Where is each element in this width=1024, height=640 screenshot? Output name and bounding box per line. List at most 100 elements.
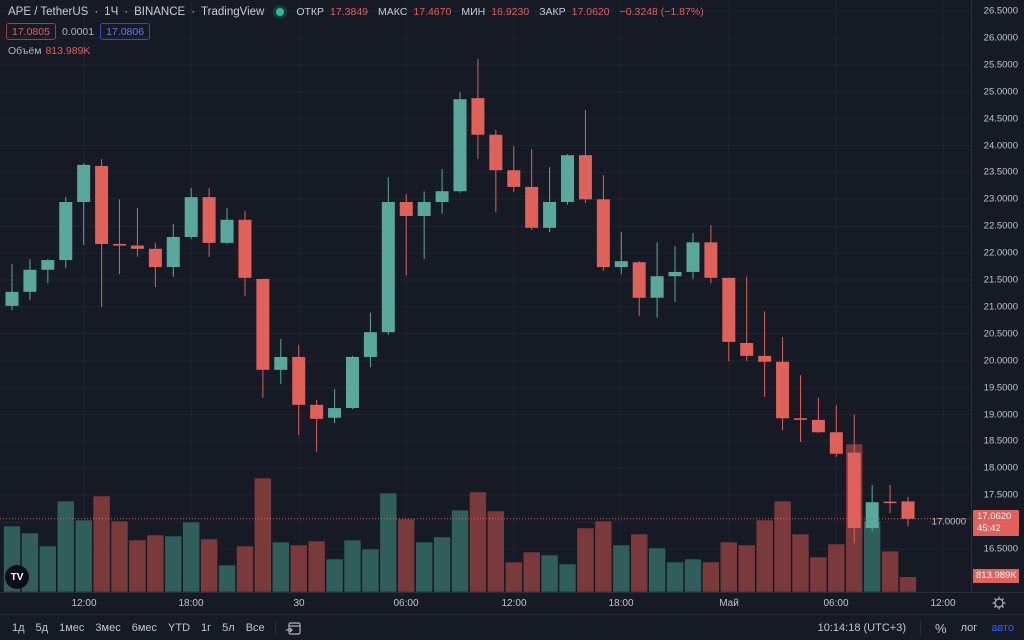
interval[interactable]: 1Ч <box>104 6 119 18</box>
volume-bar <box>755 519 774 592</box>
price-tick-label: 22.5000 <box>983 220 1018 232</box>
open-label: ОТКР <box>296 6 325 18</box>
candle-body <box>453 99 467 192</box>
candle-body <box>345 356 359 409</box>
candle-body <box>829 432 843 454</box>
price-tick-label: 20.5000 <box>983 328 1018 340</box>
time-tick-label: 18:00 <box>178 598 204 609</box>
volume-bar <box>899 576 917 592</box>
candle-body <box>578 155 592 200</box>
volume-label: Объём <box>8 45 42 57</box>
time-tick-label: Май <box>719 598 739 609</box>
volume-bar <box>773 500 792 592</box>
candle-body <box>59 201 73 261</box>
candle-body <box>381 201 395 333</box>
change-value: −0.3248 (−1.87%) <box>619 6 704 18</box>
candle-body <box>363 332 377 357</box>
candle-body <box>686 242 700 272</box>
price-tick-label: 19.5000 <box>983 382 1018 394</box>
candle-body <box>95 165 109 244</box>
candle-body <box>166 236 180 268</box>
volume-bar <box>576 527 595 592</box>
close-value: 17.0620 <box>571 6 610 18</box>
goto-date-calendar-icon[interactable] <box>285 621 302 635</box>
tradingview-logo[interactable]: TV <box>5 565 29 589</box>
volume-bar <box>719 541 738 592</box>
price-tick-label: 21.0000 <box>983 301 1018 313</box>
range-button[interactable]: 5л <box>222 621 235 634</box>
bar-countdown: 45:42 <box>977 523 1001 534</box>
candle-body <box>274 356 288 370</box>
candle-body <box>23 269 37 292</box>
range-button[interactable]: 5д <box>35 621 49 634</box>
log-scale-toggle[interactable]: лог <box>960 622 978 634</box>
price-tick-label: 19.0000 <box>983 409 1018 420</box>
volume-bar <box>469 491 487 592</box>
candle-body <box>292 356 306 405</box>
range-button[interactable]: YTD <box>168 621 191 634</box>
volume-bar <box>737 544 756 592</box>
price-chart[interactable] <box>0 0 971 592</box>
volume-bar <box>271 541 290 592</box>
buy-button[interactable]: 17.0806 <box>100 23 151 40</box>
price-tick-label: 18.0000 <box>983 462 1018 474</box>
time-axis[interactable]: 12:00 18:00 30 06:00 12:00 18:00 Май 06:00 12:00 <box>0 592 1024 614</box>
volume-bar <box>415 541 433 592</box>
candle-body <box>220 219 234 243</box>
range-button[interactable]: 3мес <box>95 621 121 634</box>
candle-body <box>596 199 610 268</box>
candle-body <box>632 262 646 298</box>
price-tick-label: 24.0000 <box>983 140 1018 151</box>
range-button[interactable]: 1мес <box>59 621 85 634</box>
candle-body <box>399 201 413 216</box>
volume-bar <box>648 547 666 592</box>
candle-body <box>507 170 521 187</box>
volume-bar <box>397 518 416 592</box>
divider <box>920 620 921 636</box>
volume-bar <box>487 510 505 592</box>
volume-bar <box>504 561 523 592</box>
time-tick-label: 18:00 <box>608 598 634 609</box>
volume-bar <box>164 535 183 592</box>
settings-gear-icon[interactable] <box>992 596 1006 610</box>
clock-timezone[interactable]: 10:14:18 (UTC+3) <box>817 622 906 634</box>
time-tick-label: 06:00 <box>823 598 849 609</box>
current-price-label: 17.0620 45:42 <box>973 510 1019 536</box>
candle-body <box>543 201 557 228</box>
range-button[interactable]: 1д <box>12 621 25 634</box>
volume-bar <box>146 534 165 592</box>
exchange: BINANCE <box>134 6 186 18</box>
low-label: МИН <box>461 6 486 18</box>
sell-button[interactable]: 17.0805 <box>6 23 56 40</box>
volume-bar <box>74 519 93 592</box>
price-tick-label: 24.5000 <box>983 113 1018 125</box>
candle-body <box>525 186 539 228</box>
volume-bar <box>433 536 451 592</box>
range-buttons: 1д 5д 1мес 3мес 6мес YTD 1г 5л Все <box>12 622 265 634</box>
candle-body <box>310 404 324 419</box>
symbol-title[interactable]: APE / TetherUS <box>8 6 89 18</box>
auto-scale-toggle[interactable]: авто <box>991 622 1014 634</box>
candle-body <box>740 342 754 356</box>
price-axis[interactable]: 26.5000 26.0000 25.5000 25.0000 24.5000 24.00… <box>932 0 1024 592</box>
volume-bar <box>558 563 577 592</box>
time-tick-label: 06:00 <box>393 598 419 609</box>
range-button[interactable]: Все <box>245 621 265 634</box>
volume-bar <box>39 545 57 592</box>
candle-body <box>184 197 198 237</box>
candle-body <box>811 419 825 433</box>
volume-bar <box>343 539 362 592</box>
candle-body <box>328 408 342 418</box>
percent-scale-toggle[interactable]: % <box>935 620 947 636</box>
price-tick-label: 26.0000 <box>983 32 1018 44</box>
volume-bar <box>666 561 684 592</box>
volume-bar <box>630 533 649 592</box>
price-tick-label: 17.5000 <box>983 489 1018 501</box>
range-button[interactable]: 6мес <box>131 621 158 634</box>
price-tick-label: 18.5000 <box>983 435 1018 447</box>
time-tick-label: 12:00 <box>501 598 527 609</box>
volume-value: 813.989K <box>45 45 91 57</box>
range-button[interactable]: 1г <box>201 621 212 634</box>
volume-bar <box>307 540 326 592</box>
candle-body <box>614 261 628 268</box>
